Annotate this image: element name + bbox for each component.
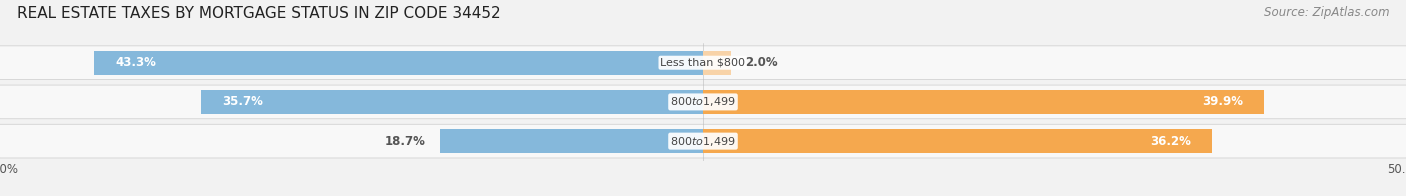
Bar (703, 90, 1264, 114)
Text: REAL ESTATE TAXES BY MORTGAGE STATUS IN ZIP CODE 34452: REAL ESTATE TAXES BY MORTGAGE STATUS IN … (17, 6, 501, 21)
Bar (201, 90, 703, 114)
Bar (703, 51, 731, 75)
Text: Less than $800: Less than $800 (661, 58, 745, 68)
Text: 35.7%: 35.7% (222, 95, 263, 108)
Text: Source: ZipAtlas.com: Source: ZipAtlas.com (1264, 6, 1389, 19)
FancyBboxPatch shape (0, 124, 1406, 158)
Text: $800 to $1,499: $800 to $1,499 (671, 95, 735, 108)
Text: 39.9%: 39.9% (1202, 95, 1243, 108)
Text: $800 to $1,499: $800 to $1,499 (671, 135, 735, 148)
Bar (440, 129, 703, 153)
Text: 36.2%: 36.2% (1150, 135, 1191, 148)
Bar (703, 129, 1212, 153)
Text: 18.7%: 18.7% (385, 135, 426, 148)
Text: 43.3%: 43.3% (115, 56, 156, 69)
FancyBboxPatch shape (0, 46, 1406, 80)
FancyBboxPatch shape (0, 85, 1406, 119)
Bar (94, 51, 703, 75)
Text: 2.0%: 2.0% (745, 56, 778, 69)
